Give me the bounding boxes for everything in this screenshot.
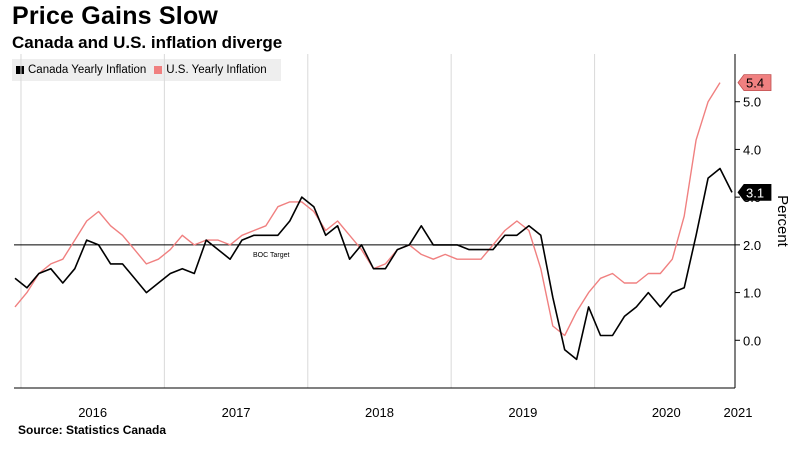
end-tag-us — [737, 74, 772, 92]
x-tick-label: 2018 — [365, 405, 394, 420]
legend-swatch-us — [154, 66, 163, 74]
legend-item-canada: Canada Yearly Inflation — [16, 64, 146, 76]
chart-source: Source: Statistics Canada — [18, 423, 167, 437]
chart-legend: Canada Yearly Inflation U.S. Yearly Infl… — [12, 59, 281, 81]
y-tick-label: 0.0 — [743, 333, 761, 348]
end-label-us: 5.4 — [746, 76, 764, 91]
legend-swatch-canada — [16, 66, 24, 74]
end-label-canada: 3.1 — [746, 185, 764, 200]
y-tick-label: 1.0 — [743, 286, 761, 301]
series-line-canada — [14, 167, 733, 361]
x-tick-label: 2021 — [724, 405, 753, 420]
y-tick-label: 2.0 — [743, 238, 761, 253]
y-tick-label: 4.0 — [743, 142, 761, 157]
series-line-us — [14, 82, 721, 337]
x-tick-label: 2016 — [78, 405, 107, 420]
chart-title: Price Gains Slow — [12, 2, 219, 30]
y-tick-label: 5.0 — [743, 95, 761, 110]
y-axis-title: Percent — [774, 195, 791, 248]
x-tick-label: 2019 — [508, 405, 537, 420]
x-tick-label: 2017 — [222, 405, 251, 420]
end-tag-canada — [737, 183, 772, 201]
chart-subtitle: Canada and U.S. inflation diverge — [12, 33, 283, 52]
legend-item-us: U.S. Yearly Inflation — [154, 64, 267, 76]
legend-label-us: U.S. Yearly Inflation — [166, 64, 267, 76]
x-tick-label: 2020 — [652, 405, 681, 420]
legend-label-canada: Canada Yearly Inflation — [28, 64, 147, 76]
reference-line-label: BOC Target — [253, 252, 289, 259]
